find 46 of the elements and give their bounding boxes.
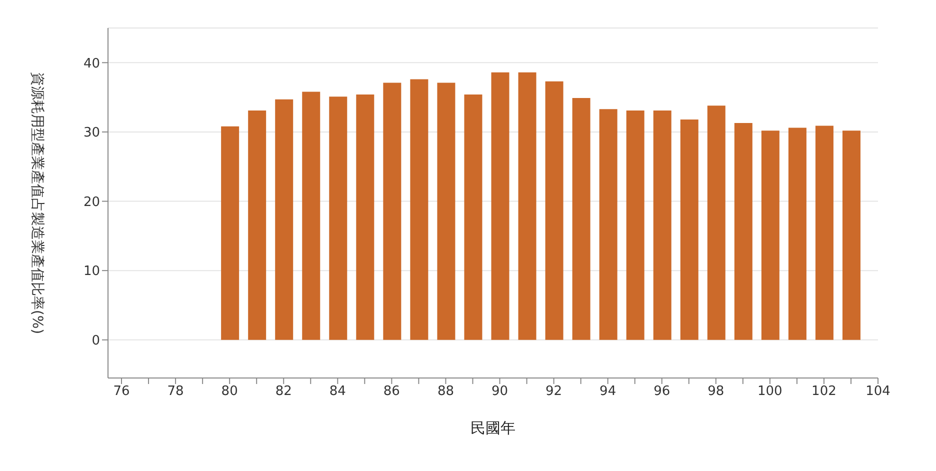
bar [302, 92, 320, 340]
x-tick-label: 92 [546, 384, 562, 400]
y-tick-label: 10 [83, 264, 100, 280]
y-tick-label: 40 [83, 56, 100, 72]
y-tick-label: 0 [92, 333, 100, 348]
x-tick-label: 98 [708, 384, 724, 400]
x-tick-label: 80 [221, 384, 238, 400]
bar [707, 106, 726, 340]
bar [626, 110, 644, 340]
bar [518, 72, 536, 340]
bar [788, 128, 806, 340]
y-tick-label: 20 [83, 194, 100, 210]
bar [599, 109, 618, 340]
x-tick-label: 90 [491, 384, 508, 400]
x-tick-label: 104 [866, 384, 890, 400]
x-tick-label: 76 [113, 384, 130, 400]
x-tick-label: 94 [600, 384, 616, 400]
bar [329, 96, 348, 340]
bar [653, 110, 672, 340]
y-axis-title: 資源耗用型產業產值占製造業產值比率(%) [29, 72, 46, 334]
bar [248, 110, 266, 340]
bar [221, 126, 240, 340]
bar [437, 82, 456, 340]
bar [275, 99, 294, 340]
bar [383, 82, 402, 340]
bar [356, 94, 374, 340]
x-tick-label: 82 [275, 384, 292, 400]
bar [545, 81, 564, 340]
y-tick-label: 30 [83, 126, 100, 141]
x-tick-label: 86 [383, 384, 400, 400]
x-tick-label: 102 [812, 384, 836, 400]
bar [761, 130, 780, 340]
x-axis-title: 民國年 [470, 419, 516, 437]
bar [410, 79, 428, 340]
x-tick-label: 100 [758, 384, 782, 400]
bar [842, 130, 860, 340]
bar [464, 94, 482, 340]
x-tick-label: 84 [329, 384, 346, 400]
bar [734, 122, 752, 340]
bar [572, 98, 590, 340]
x-tick-label: 96 [654, 384, 670, 400]
x-tick-label: 88 [437, 384, 454, 400]
x-tick-label: 78 [167, 384, 184, 400]
bar [815, 126, 834, 340]
bar [491, 72, 510, 340]
bar [680, 119, 698, 340]
